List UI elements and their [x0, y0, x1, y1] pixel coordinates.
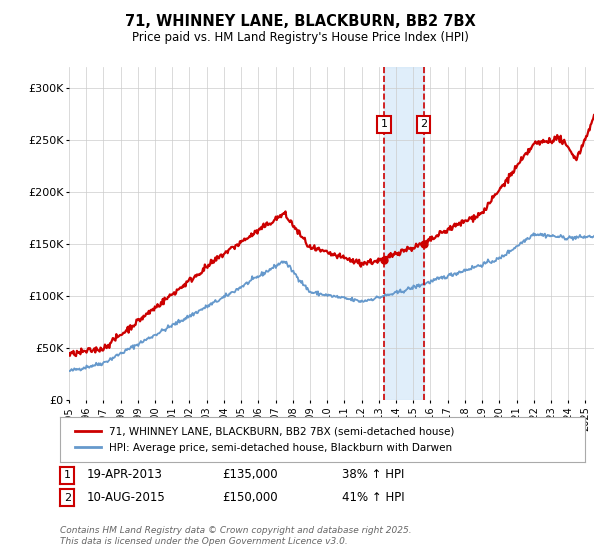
Text: Contains HM Land Registry data © Crown copyright and database right 2025.
This d: Contains HM Land Registry data © Crown c… [60, 526, 412, 546]
Text: £135,000: £135,000 [222, 468, 278, 482]
Text: 38% ↑ HPI: 38% ↑ HPI [342, 468, 404, 482]
Text: 19-APR-2013: 19-APR-2013 [87, 468, 163, 482]
Text: 1: 1 [380, 119, 388, 129]
Text: 41% ↑ HPI: 41% ↑ HPI [342, 491, 404, 504]
Text: 10-AUG-2015: 10-AUG-2015 [87, 491, 166, 504]
Text: Price paid vs. HM Land Registry's House Price Index (HPI): Price paid vs. HM Land Registry's House … [131, 31, 469, 44]
Text: 2: 2 [64, 493, 71, 503]
Bar [384, 67, 424, 400]
Text: 71, WHINNEY LANE, BLACKBURN, BB2 7BX: 71, WHINNEY LANE, BLACKBURN, BB2 7BX [125, 14, 475, 29]
Text: 2: 2 [420, 119, 427, 129]
Legend: 71, WHINNEY LANE, BLACKBURN, BB2 7BX (semi-detached house), HPI: Average price, : 71, WHINNEY LANE, BLACKBURN, BB2 7BX (se… [70, 422, 458, 457]
Text: 1: 1 [64, 470, 71, 480]
Text: £150,000: £150,000 [222, 491, 278, 504]
